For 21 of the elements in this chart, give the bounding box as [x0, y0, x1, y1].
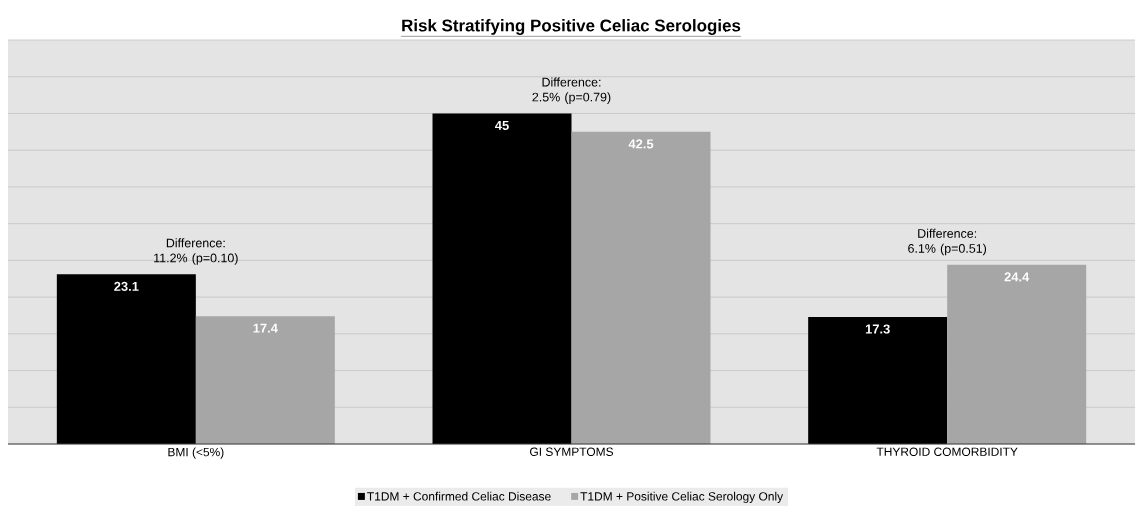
data-label: 23.1: [114, 281, 139, 292]
data-label: 45: [495, 120, 509, 130]
bar: [56, 274, 196, 444]
annotation: Difference: 11.2% (p=0.10): [154, 238, 238, 265]
bar: [947, 264, 1087, 444]
annotation: Difference: 6.1% (p=0.51): [908, 228, 987, 256]
bar: [808, 316, 948, 444]
bar: [195, 316, 335, 444]
annotation: Difference: 2.5% (p=0.79): [532, 77, 611, 104]
data-label: 24.4: [1004, 272, 1030, 282]
x-tick-label: THYROID COMORBIDITY: [876, 447, 1018, 456]
legend-label: T1DM + Positive Celiac Serology Only: [580, 491, 784, 503]
data-label: 17.4: [253, 323, 278, 333]
chart-title: Risk Stratifying Positive Celiac Serologies: [402, 19, 741, 35]
bar: [571, 131, 711, 444]
data-label: 42.5: [628, 139, 654, 149]
legend-label: T1DM + Confirmed Celiac Disease: [367, 491, 551, 501]
data-label: 17.3: [865, 324, 890, 334]
x-tick-label: BMI (<5%): [168, 447, 224, 459]
x-tick-label: GI SYMPTOMS: [530, 447, 614, 456]
bar: [432, 113, 572, 444]
